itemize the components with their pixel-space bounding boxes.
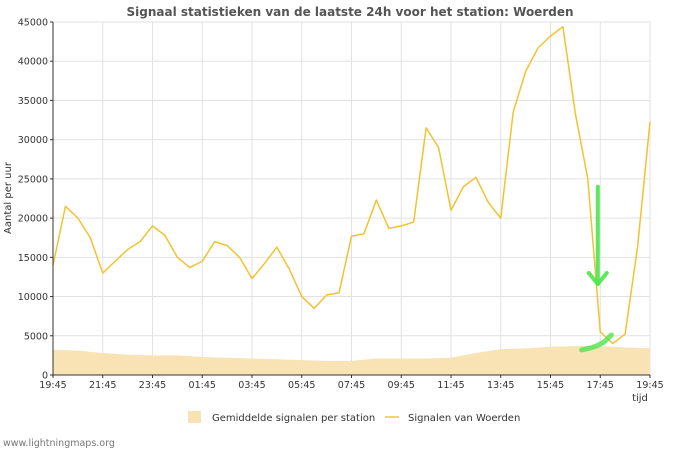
x-tick-label: 19:45 — [636, 380, 663, 391]
line-layer — [52, 25, 651, 345]
x-tick-label: 05:45 — [288, 380, 315, 391]
x-tick-label: 11:45 — [437, 380, 464, 391]
x-tick-label: 09:45 — [388, 380, 415, 391]
x-tick-label: 17:45 — [587, 380, 614, 391]
x-tick-label: 01:45 — [189, 380, 216, 391]
y-tick-label: 15000 — [18, 253, 48, 264]
x-tick-label: 03:45 — [238, 380, 265, 391]
x-tick-label: 07:45 — [338, 380, 365, 391]
y-tick-label: 30000 — [18, 135, 48, 146]
y-tick-label: 10000 — [18, 292, 48, 303]
highlight-arrow-head — [586, 271, 609, 287]
credit-text: www.lightningmaps.org — [3, 438, 115, 449]
y-tick-label: 25000 — [18, 174, 48, 185]
y-tick-label: 40000 — [18, 57, 48, 68]
x-tick-label: 19:45 — [39, 380, 66, 391]
x-tick-label: 21:45 — [89, 380, 116, 391]
y-tick-label: 45000 — [18, 18, 48, 29]
legend: Gemiddelde signalen per station Signalen… — [188, 411, 520, 424]
legend-swatch-average — [188, 411, 201, 423]
area-layer — [53, 345, 650, 375]
x-tick-label: 15:45 — [537, 380, 564, 391]
chart-title: Signaal statistieken van de laatste 24h … — [126, 5, 573, 19]
legend-label-woerden: Signalen van Woerden — [408, 413, 520, 424]
x-axis-label: tijd — [632, 393, 648, 404]
highlight-layer — [579, 184, 614, 353]
y-tick-label: 0 — [42, 371, 48, 382]
grid-layer — [52, 21, 651, 376]
y-tick-label: 35000 — [18, 96, 48, 107]
legend-label-average: Gemiddelde signalen per station — [212, 413, 375, 424]
y-axis-label: Aantal per uur — [3, 161, 14, 234]
x-tick-label: 23:45 — [139, 380, 166, 391]
y-tick-label: 20000 — [18, 214, 48, 225]
woerden-signals-line — [52, 25, 651, 345]
y-tick-label: 5000 — [24, 331, 48, 342]
axis-layer: 0 5000 10000 15000 20000 25000 30000 35000 40000… — [18, 18, 664, 392]
highlight-dip-marker — [579, 332, 614, 353]
x-tick-label: 13:45 — [487, 380, 514, 391]
average-signals-area — [53, 345, 650, 375]
